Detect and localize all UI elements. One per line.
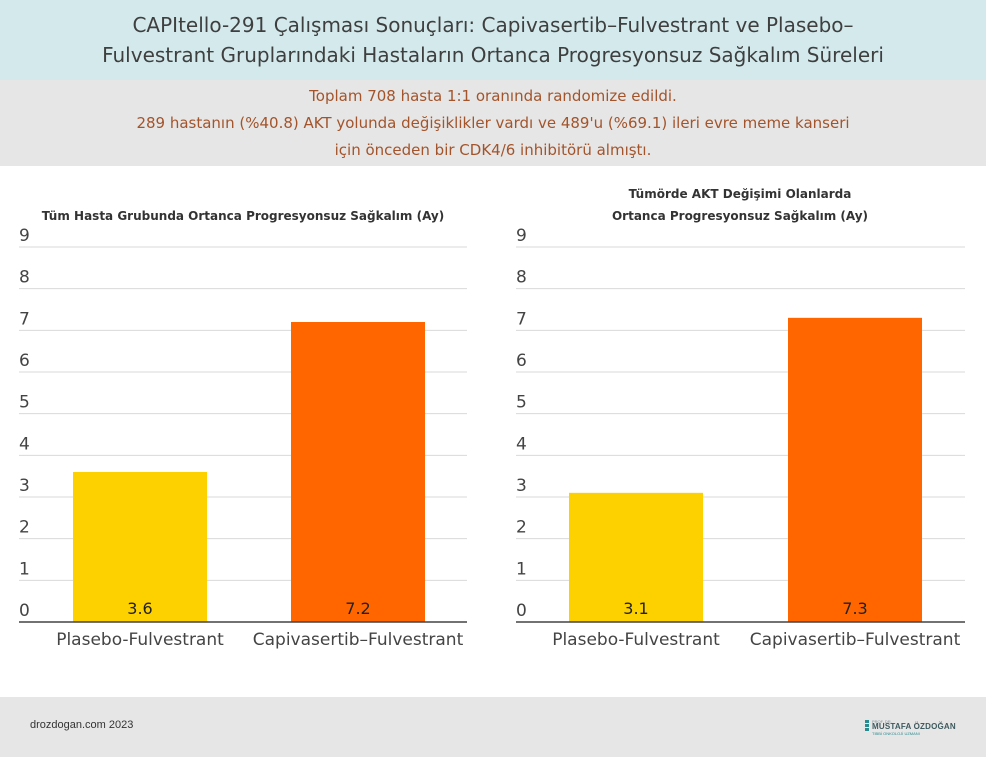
footer-credit: drozdogan.com 2023	[30, 719, 134, 731]
chart-2-x-tick-label: Capivasertib–Fulvestrant	[750, 630, 961, 650]
chart-2-bar	[788, 317, 922, 622]
summary-line-2: 289 hastanın (%40.8) AKT yolunda değişik…	[136, 113, 850, 132]
chart-1-y-tick-label: 2	[19, 518, 30, 538]
chart-1-x-tick-label: Plasebo-Fulvestrant	[56, 630, 224, 650]
chart-2-title: Tümörde AKT Değişimi Olanlarda	[629, 187, 852, 201]
chart-2-title: Ortanca Progresyonsuz Sağkalım (Ay)	[612, 209, 868, 223]
chart-2-y-tick-label: 7	[516, 309, 527, 329]
chart-2-y-tick-label: 5	[516, 393, 527, 413]
chart-2-data-label: 3.1	[623, 599, 648, 618]
chart-1-y-tick-label: 5	[19, 393, 30, 413]
author-logo: PROF. DR. MUSTAFA ÖZDOĞAN TIBBİ ONKOLOJİ…	[865, 719, 960, 736]
chart-2-y-tick-label: 4	[516, 434, 527, 454]
chart-1-x-tick-label: Capivasertib–Fulvestrant	[253, 630, 464, 650]
summary-line-3: için önceden bir CDK4/6 inhibitörü almış…	[334, 140, 652, 159]
chart-2-y-tick-label: 6	[516, 351, 527, 371]
charts-area: Tüm Hasta Grubunda Ortanca Progresyonsuz…	[19, 187, 965, 650]
page-footer: drozdogan.com 2023 PROF. DR. MUSTAFA ÖZD…	[0, 697, 986, 757]
page-title-line-1: CAPItello-291 Çalışması Sonuçları: Capiv…	[132, 13, 854, 37]
chart-1-y-tick-label: 1	[19, 559, 30, 579]
chart-2-y-tick-label: 3	[516, 476, 527, 496]
logo-name: MUSTAFA ÖZDOĞAN	[872, 722, 956, 731]
chart-1-data-label: 7.2	[345, 599, 370, 618]
summary-line-1: Toplam 708 hasta 1:1 oranında randomize …	[309, 86, 677, 105]
chart-1-y-tick-label: 6	[19, 351, 30, 371]
chart-2-data-label: 7.3	[842, 599, 867, 618]
page-header: CAPItello-291 Çalışması Sonuçları: Capiv…	[0, 0, 986, 80]
chart-2-x-tick-label: Plasebo-Fulvestrant	[552, 630, 720, 650]
chart-2-y-tick-label: 0	[516, 601, 527, 621]
chart-1-data-label: 3.6	[127, 599, 152, 618]
chart-1-y-tick-label: 0	[19, 601, 30, 621]
chart-1-y-tick-label: 8	[19, 268, 30, 288]
chart-2-y-tick-label: 9	[516, 226, 527, 246]
chart-1-title: Tüm Hasta Grubunda Ortanca Progresyonsuz…	[42, 209, 444, 223]
page-title-line-2: Fulvestrant Gruplarındaki Hastaların Ort…	[102, 43, 884, 67]
study-summary: Toplam 708 hasta 1:1 oranında randomize …	[0, 80, 986, 166]
chart-1-bar	[291, 322, 425, 622]
chart-1-bar	[73, 472, 207, 622]
logo-mark-icon	[865, 720, 869, 732]
chart-1-y-tick-label: 4	[19, 434, 30, 454]
chart-2-bar	[569, 492, 703, 622]
chart-1-y-tick-label: 3	[19, 476, 30, 496]
chart-2-y-tick-label: 8	[516, 268, 527, 288]
chart-1-y-tick-label: 9	[19, 226, 30, 246]
logo-prefix: PROF. DR.	[872, 719, 892, 724]
logo-subtitle: TIBBİ ONKOLOJİ UZMANI	[872, 731, 920, 736]
chart-2-y-tick-label: 1	[516, 559, 527, 579]
chart-1-y-tick-label: 7	[19, 309, 30, 329]
chart-2-y-tick-label: 2	[516, 518, 527, 538]
